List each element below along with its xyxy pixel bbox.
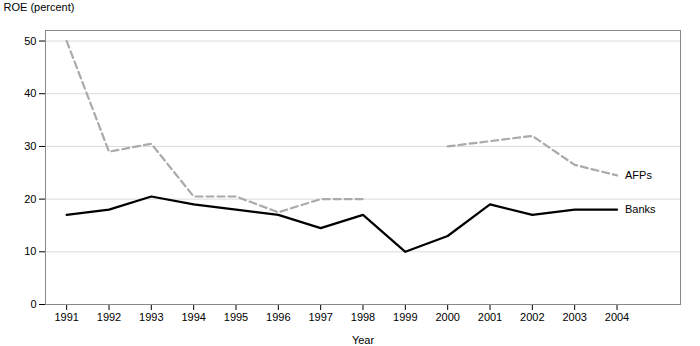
svg-text:1999: 1999 <box>393 311 417 323</box>
svg-text:2003: 2003 <box>562 311 586 323</box>
svg-text:1996: 1996 <box>266 311 290 323</box>
svg-text:1995: 1995 <box>224 311 248 323</box>
svg-text:50: 50 <box>24 35 36 47</box>
svg-text:2002: 2002 <box>520 311 544 323</box>
svg-text:ROE (percent): ROE (percent) <box>4 1 75 13</box>
svg-text:20: 20 <box>24 193 36 205</box>
svg-text:1993: 1993 <box>139 311 163 323</box>
svg-text:10: 10 <box>24 245 36 257</box>
svg-text:40: 40 <box>24 87 36 99</box>
svg-text:2001: 2001 <box>478 311 502 323</box>
svg-text:1997: 1997 <box>308 311 332 323</box>
svg-text:Banks: Banks <box>625 203 656 215</box>
svg-text:30: 30 <box>24 140 36 152</box>
svg-text:0: 0 <box>30 298 36 310</box>
svg-text:1998: 1998 <box>351 311 375 323</box>
svg-text:1991: 1991 <box>54 311 78 323</box>
svg-text:2004: 2004 <box>605 311 629 323</box>
svg-text:Year: Year <box>352 334 375 346</box>
svg-text:1994: 1994 <box>181 311 205 323</box>
svg-text:AFPs: AFPs <box>625 169 652 181</box>
svg-text:2000: 2000 <box>435 311 459 323</box>
svg-text:1992: 1992 <box>97 311 121 323</box>
